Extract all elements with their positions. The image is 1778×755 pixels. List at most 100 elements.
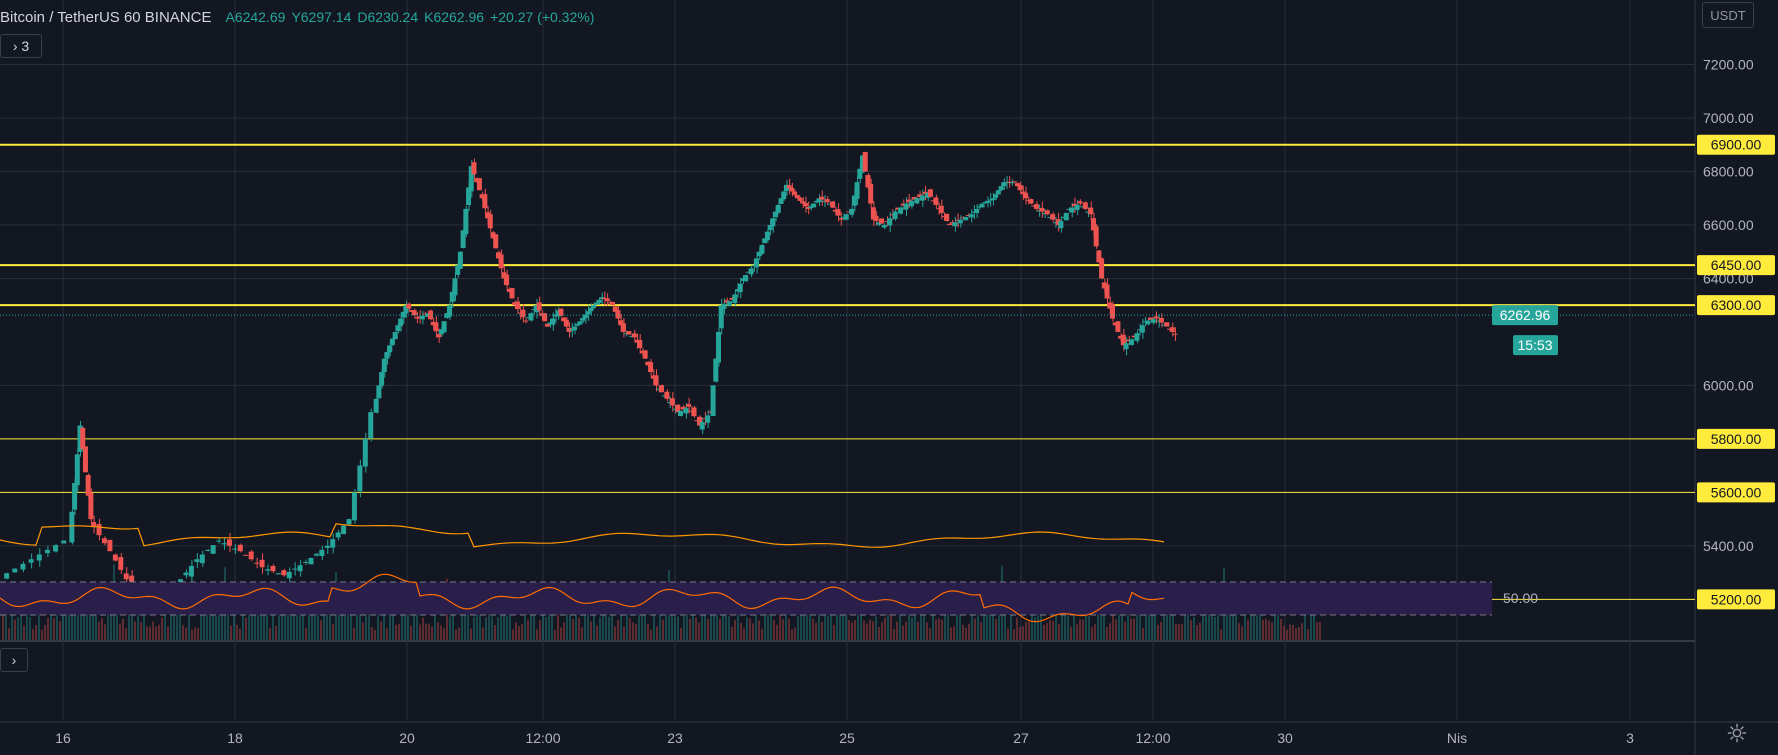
candle-body — [1044, 210, 1050, 215]
volume-bar — [14, 619, 16, 640]
volume-bar — [1244, 610, 1246, 640]
volume-bar — [77, 611, 79, 640]
volume-bar — [920, 608, 922, 640]
candle-body — [506, 288, 512, 292]
indicator-collapse-button[interactable]: › 3 — [0, 34, 42, 58]
volume-bar — [980, 622, 982, 640]
volume-bar — [743, 628, 745, 640]
candle-body — [745, 271, 751, 273]
volume-bar — [893, 629, 895, 640]
volume-bar — [506, 615, 508, 640]
volume-bar — [1013, 629, 1015, 640]
volume-bar — [818, 614, 820, 640]
volume-bar — [455, 629, 457, 640]
volume-bar — [173, 608, 175, 640]
gear-icon[interactable] — [1726, 722, 1748, 744]
volume-bar — [593, 607, 595, 640]
candle-body — [626, 331, 632, 335]
currency-button[interactable]: USDT — [1702, 2, 1754, 28]
volume-bar — [179, 606, 181, 640]
volume-bar — [770, 605, 772, 640]
candle-body — [1096, 250, 1102, 263]
volume-bar — [719, 618, 721, 640]
candle-body — [72, 483, 78, 510]
candle-body — [514, 301, 520, 310]
volume-bar — [44, 624, 46, 640]
candle-body — [438, 329, 444, 335]
level-price-label: 6300.00 — [1711, 297, 1762, 313]
candle-body — [794, 194, 800, 199]
candle-body — [949, 222, 955, 224]
candle-body — [28, 559, 34, 563]
volume-bar — [599, 616, 601, 640]
candle-body — [620, 323, 626, 332]
volume-bar — [1166, 611, 1168, 640]
symbol-title[interactable]: Bitcoin / TetherUS 60 BINANCE — [0, 8, 212, 26]
volume-bar — [380, 621, 382, 640]
volume-bar — [479, 611, 481, 640]
volume-bar — [83, 602, 85, 640]
candle-body — [607, 302, 613, 304]
volume-bar — [1055, 614, 1057, 640]
candle-body — [1055, 219, 1061, 225]
candle-body — [634, 339, 640, 343]
candle-body — [566, 327, 572, 332]
volume-bar — [578, 617, 580, 640]
candle-body — [501, 272, 507, 279]
candle-body — [373, 398, 379, 413]
candle-body — [756, 251, 762, 257]
volume-bar — [443, 628, 445, 640]
candle-body — [183, 572, 189, 576]
volume-bar — [497, 617, 499, 640]
volume-bar — [1241, 626, 1243, 640]
candle-body — [781, 191, 787, 199]
volume-bar — [1085, 606, 1087, 640]
volume-bar — [1121, 612, 1123, 640]
candle-body — [903, 203, 909, 210]
volume-bar — [905, 621, 907, 640]
volume-bar — [1115, 619, 1117, 640]
y-tick-label: 7000.00 — [1703, 110, 1754, 126]
countdown-badge — [1513, 335, 1558, 356]
x-tick-label: 20 — [399, 730, 415, 746]
candle-body — [870, 207, 876, 220]
candle-body — [558, 308, 564, 316]
volume-bar — [248, 604, 250, 640]
candle-body — [542, 313, 548, 322]
candle-body — [112, 554, 118, 561]
volume-bar — [500, 609, 502, 640]
volume-bar — [182, 625, 184, 640]
volume-bar — [944, 612, 946, 640]
volume-bar — [1313, 612, 1315, 640]
candle-body — [914, 198, 920, 204]
candle-body — [862, 151, 868, 172]
rsi-collapse-button[interactable]: › — [0, 648, 28, 672]
y-tick-label: 6000.00 — [1703, 377, 1754, 393]
candle-body — [618, 320, 624, 326]
candle-body — [1009, 182, 1015, 184]
volume-bar — [332, 624, 334, 640]
volume-bar — [908, 605, 910, 640]
candle-body — [922, 191, 928, 195]
volume-bar — [1268, 620, 1270, 640]
volume-bar — [92, 602, 94, 640]
candle-body — [982, 202, 988, 204]
candle-body — [392, 331, 398, 340]
volume-bar — [938, 618, 940, 640]
volume-bar — [662, 619, 664, 640]
candle-body — [691, 407, 697, 417]
volume-bar — [1217, 613, 1219, 640]
candle-body — [797, 197, 803, 201]
candle-body — [767, 224, 773, 231]
volume-bar — [416, 606, 418, 640]
candle-body — [593, 302, 599, 305]
volume-bar — [1271, 622, 1273, 640]
volume-bar — [368, 602, 370, 640]
candle-body — [555, 310, 561, 317]
volume-bar — [1082, 619, 1084, 640]
volume-bar — [116, 615, 118, 640]
volume-bar — [308, 604, 310, 640]
candle-body — [436, 334, 442, 338]
candle-body — [194, 559, 200, 562]
